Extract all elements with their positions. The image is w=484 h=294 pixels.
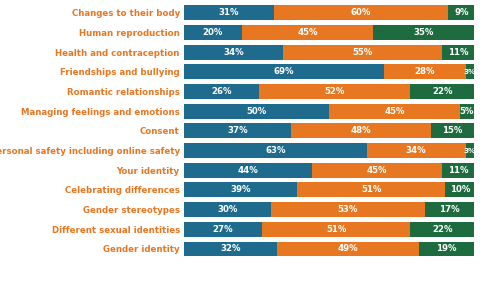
- Text: 34%: 34%: [223, 48, 243, 57]
- Bar: [262, 222, 410, 237]
- Text: 45%: 45%: [297, 28, 318, 37]
- Bar: [425, 202, 474, 217]
- Text: 48%: 48%: [351, 126, 371, 135]
- Bar: [184, 183, 297, 197]
- Text: 34%: 34%: [406, 146, 426, 155]
- Text: 3%: 3%: [464, 69, 476, 75]
- Bar: [384, 64, 466, 79]
- Text: 5%: 5%: [460, 107, 474, 116]
- Bar: [271, 202, 425, 217]
- Bar: [259, 84, 410, 99]
- Text: 19%: 19%: [437, 244, 457, 253]
- Bar: [184, 241, 277, 256]
- Text: 69%: 69%: [274, 67, 294, 76]
- Text: 3%: 3%: [464, 148, 476, 153]
- Bar: [419, 241, 474, 256]
- Text: 39%: 39%: [230, 185, 251, 194]
- Bar: [329, 104, 460, 118]
- Bar: [442, 163, 474, 178]
- Text: 53%: 53%: [338, 205, 358, 214]
- Text: 28%: 28%: [415, 67, 435, 76]
- Bar: [460, 104, 474, 118]
- Bar: [291, 123, 431, 138]
- Text: 51%: 51%: [361, 185, 381, 194]
- Bar: [410, 84, 474, 99]
- Bar: [184, 222, 262, 237]
- Text: 27%: 27%: [213, 225, 233, 234]
- Bar: [466, 64, 474, 79]
- Text: 37%: 37%: [227, 126, 248, 135]
- Text: 10%: 10%: [450, 185, 470, 194]
- Bar: [297, 183, 445, 197]
- Text: 60%: 60%: [351, 8, 371, 17]
- Bar: [277, 241, 419, 256]
- Bar: [184, 84, 259, 99]
- Text: 55%: 55%: [352, 48, 373, 57]
- Bar: [445, 183, 474, 197]
- Text: 51%: 51%: [326, 225, 347, 234]
- Text: 11%: 11%: [448, 48, 469, 57]
- Text: 11%: 11%: [448, 166, 469, 175]
- Text: 15%: 15%: [442, 126, 463, 135]
- Text: 45%: 45%: [367, 166, 387, 175]
- Bar: [184, 202, 271, 217]
- Bar: [442, 45, 474, 59]
- Text: 22%: 22%: [432, 225, 453, 234]
- Bar: [184, 45, 283, 59]
- Bar: [184, 5, 274, 20]
- Text: 50%: 50%: [246, 107, 267, 116]
- Text: 22%: 22%: [432, 87, 453, 96]
- Bar: [367, 143, 466, 158]
- Text: 31%: 31%: [219, 8, 239, 17]
- Bar: [184, 25, 242, 40]
- Text: 32%: 32%: [220, 244, 241, 253]
- Text: 52%: 52%: [325, 87, 345, 96]
- Bar: [431, 123, 474, 138]
- Bar: [373, 25, 474, 40]
- Bar: [184, 64, 384, 79]
- Text: 45%: 45%: [384, 107, 405, 116]
- Bar: [184, 123, 291, 138]
- Text: 44%: 44%: [238, 166, 258, 175]
- Text: 20%: 20%: [203, 28, 223, 37]
- Text: 49%: 49%: [338, 244, 358, 253]
- Bar: [312, 163, 442, 178]
- Bar: [274, 5, 448, 20]
- Bar: [283, 45, 442, 59]
- Bar: [184, 143, 367, 158]
- Bar: [184, 104, 329, 118]
- Text: 9%: 9%: [454, 8, 469, 17]
- Text: 26%: 26%: [212, 87, 232, 96]
- Bar: [410, 222, 474, 237]
- Text: 17%: 17%: [439, 205, 460, 214]
- Bar: [466, 143, 474, 158]
- Text: 35%: 35%: [413, 28, 434, 37]
- Bar: [184, 163, 312, 178]
- Bar: [242, 25, 373, 40]
- Bar: [448, 5, 474, 20]
- Text: 63%: 63%: [265, 146, 286, 155]
- Text: 30%: 30%: [217, 205, 238, 214]
